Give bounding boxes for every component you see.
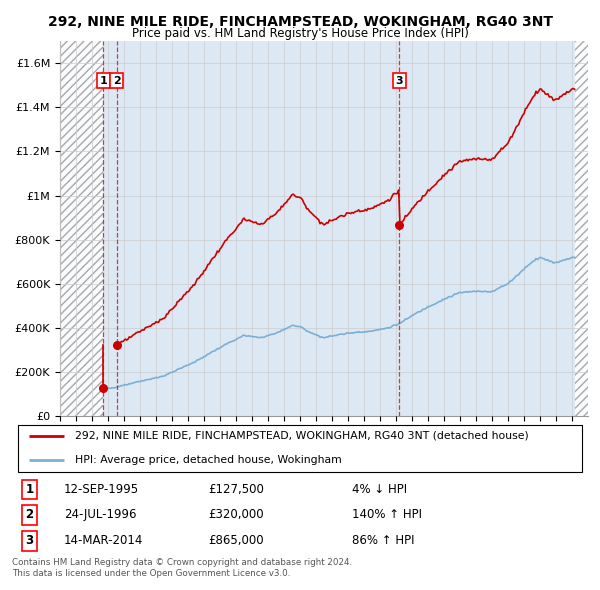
Text: This data is licensed under the Open Government Licence v3.0.: This data is licensed under the Open Gov… xyxy=(12,569,290,578)
Text: 14-MAR-2014: 14-MAR-2014 xyxy=(64,535,143,548)
FancyBboxPatch shape xyxy=(18,425,582,472)
Text: Contains HM Land Registry data © Crown copyright and database right 2024.: Contains HM Land Registry data © Crown c… xyxy=(12,558,352,566)
Text: 24-JUL-1996: 24-JUL-1996 xyxy=(64,508,136,521)
Text: £127,500: £127,500 xyxy=(208,483,264,496)
Text: 2: 2 xyxy=(113,76,121,86)
Text: 292, NINE MILE RIDE, FINCHAMPSTEAD, WOKINGHAM, RG40 3NT (detached house): 292, NINE MILE RIDE, FINCHAMPSTEAD, WOKI… xyxy=(76,431,529,441)
Text: 3: 3 xyxy=(395,76,403,86)
Text: £320,000: £320,000 xyxy=(208,508,263,521)
Text: 1: 1 xyxy=(100,76,107,86)
Text: 2: 2 xyxy=(25,508,34,521)
Text: 140% ↑ HPI: 140% ↑ HPI xyxy=(352,508,422,521)
Text: 3: 3 xyxy=(25,535,34,548)
Text: 292, NINE MILE RIDE, FINCHAMPSTEAD, WOKINGHAM, RG40 3NT: 292, NINE MILE RIDE, FINCHAMPSTEAD, WOKI… xyxy=(47,15,553,29)
Text: 4% ↓ HPI: 4% ↓ HPI xyxy=(352,483,407,496)
Text: HPI: Average price, detached house, Wokingham: HPI: Average price, detached house, Woki… xyxy=(76,455,342,465)
Text: Price paid vs. HM Land Registry's House Price Index (HPI): Price paid vs. HM Land Registry's House … xyxy=(131,27,469,40)
Text: £865,000: £865,000 xyxy=(208,535,263,548)
Text: 1: 1 xyxy=(25,483,34,496)
Bar xyxy=(575,41,588,416)
Text: 12-SEP-1995: 12-SEP-1995 xyxy=(64,483,139,496)
Bar xyxy=(60,41,103,416)
Text: 86% ↑ HPI: 86% ↑ HPI xyxy=(352,535,415,548)
